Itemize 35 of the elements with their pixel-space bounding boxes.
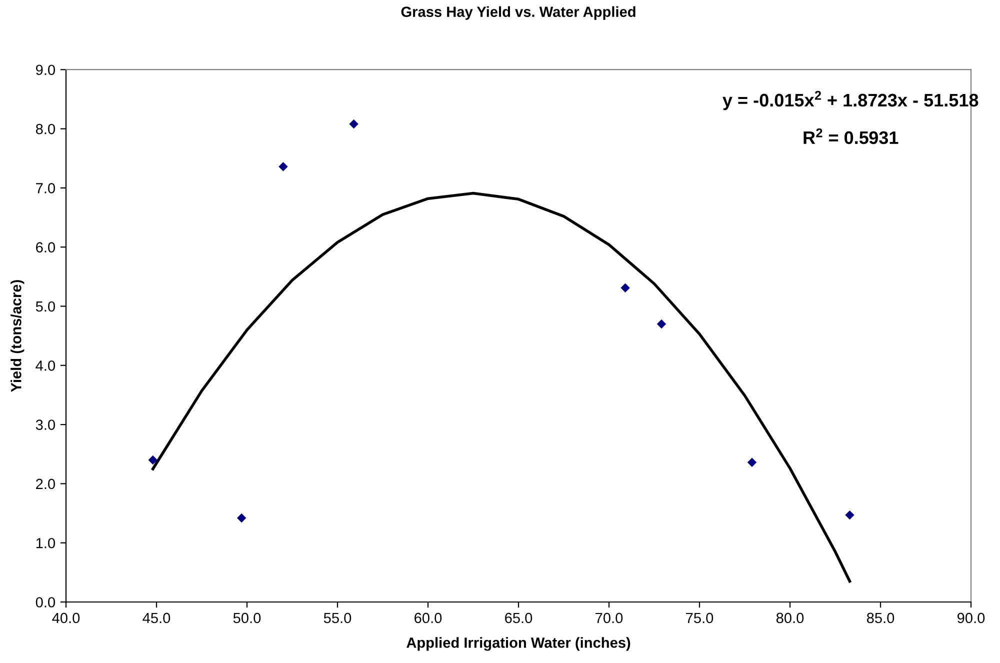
x-tick-label: 50.0	[233, 612, 261, 624]
x-tick-label: 40.0	[52, 612, 80, 624]
x-tick-label: 85.0	[866, 612, 894, 624]
x-tick-label: 65.0	[505, 612, 532, 624]
x-tick-label: 55.0	[324, 612, 352, 624]
point	[656, 319, 666, 329]
y-tick-label: 8.0	[36, 124, 56, 134]
y-tick-label: 7.0	[36, 183, 56, 194]
x-tick-label: 70.0	[596, 612, 623, 624]
y-tick-label: 5.0	[36, 301, 56, 312]
line-series	[151, 192, 852, 583]
x-axis-title: Applied Irrigation Water (inches)	[406, 637, 630, 651]
x-tick-label: 45.0	[142, 612, 170, 624]
x-tick-label: 90.0	[957, 612, 985, 624]
y-tick-label: 4.0	[36, 360, 56, 371]
annotation: R$^{2}$ = 0.5931	[804, 128, 898, 144]
y-tick-label: 6.0	[36, 242, 56, 253]
x-tick-label: 60.0	[414, 612, 442, 624]
point	[148, 455, 158, 465]
y-tick-label: 1.0	[36, 538, 56, 548]
point	[278, 162, 288, 172]
y-tick-label: 9.0	[36, 64, 56, 76]
annotation: y = -0.015x$^{2}$ + 1.8723x - 51.518	[722, 90, 978, 110]
point	[620, 283, 630, 292]
point	[236, 513, 246, 523]
y-axis-title: Yield (tons/acre)	[10, 280, 24, 392]
point	[747, 458, 757, 468]
point	[845, 510, 854, 520]
y-tick-label: 2.0	[36, 478, 56, 490]
chart-title: Grass Hay Yield vs. Water Applied	[401, 6, 636, 20]
x-tick-label: 80.0	[776, 612, 804, 624]
y-tick-label: 3.0	[36, 420, 56, 430]
point	[349, 119, 358, 129]
y-tick-label: 0.0	[36, 597, 56, 608]
x-tick-label: 75.0	[686, 612, 714, 624]
